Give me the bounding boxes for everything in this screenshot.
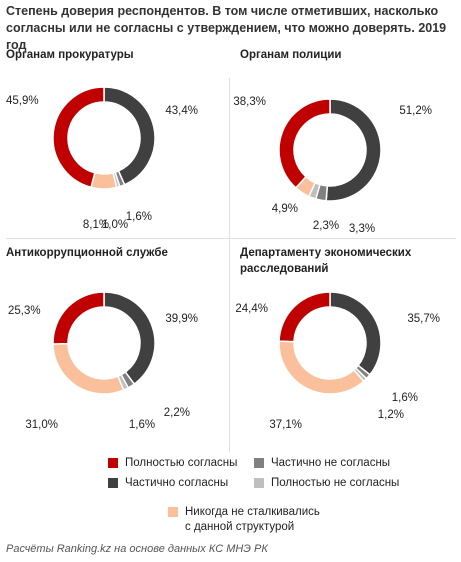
data-label: 1,0%: [102, 219, 128, 231]
donut-slice-never: [52, 342, 125, 395]
panel-divider-vertical: [229, 78, 230, 452]
panel-title-economic-investigations: Департаменту экономических расследований: [240, 247, 412, 275]
donut-slice-full-agree: [278, 291, 331, 343]
data-label: 51,2%: [399, 105, 432, 117]
donut-slice-partial-agree: [325, 98, 382, 202]
data-label: 43,4%: [165, 105, 198, 117]
chart-title: Степень доверия респондентов. В том числ…: [6, 4, 447, 52]
data-label: 39,9%: [165, 313, 198, 325]
data-label: 24,4%: [235, 303, 268, 315]
data-label: 1,2%: [378, 409, 404, 421]
data-label: 1,6%: [129, 419, 155, 431]
donut-slice-partial-agree: [103, 86, 156, 186]
data-label: 35,7%: [407, 313, 440, 325]
donut-slice-full-agree: [52, 291, 105, 345]
panel-title-prosecutor: Органам прокуратуры: [6, 49, 134, 61]
data-label: 1,6%: [392, 392, 418, 404]
data-label: 4,9%: [272, 203, 298, 215]
data-label: 8,1%: [83, 219, 109, 231]
data-label: 1,6%: [126, 211, 152, 223]
data-label: 38,3%: [233, 96, 266, 108]
data-label: 37,1%: [269, 419, 302, 431]
source-note: Расчёты Ranking.kz на основе данных КС М…: [6, 543, 268, 555]
donut-slice-never: [278, 340, 365, 395]
data-label: 2,3%: [313, 220, 339, 232]
data-label: 3,3%: [349, 223, 375, 235]
donut-slice-partial-agree: [329, 291, 382, 376]
panel-title-police: Органам полиции: [240, 49, 342, 61]
panel-title-anticorruption: Антикоррупционной службе: [6, 247, 168, 259]
data-label: 31,0%: [25, 419, 58, 431]
data-label: 25,3%: [8, 305, 41, 317]
data-label: 45,9%: [6, 95, 39, 107]
donut-slice-full-agree: [52, 86, 105, 189]
donut-slice-partial-agree: [103, 291, 156, 386]
donut-slice-full-agree: [278, 98, 331, 189]
data-label: 2,2%: [164, 407, 190, 419]
donut-charts: 45,9%43,4%1,6%1,0%8,1%38,3%51,2%3,3%2,3%…: [6, 86, 440, 431]
panel-divider-horizontal: [6, 238, 456, 239]
